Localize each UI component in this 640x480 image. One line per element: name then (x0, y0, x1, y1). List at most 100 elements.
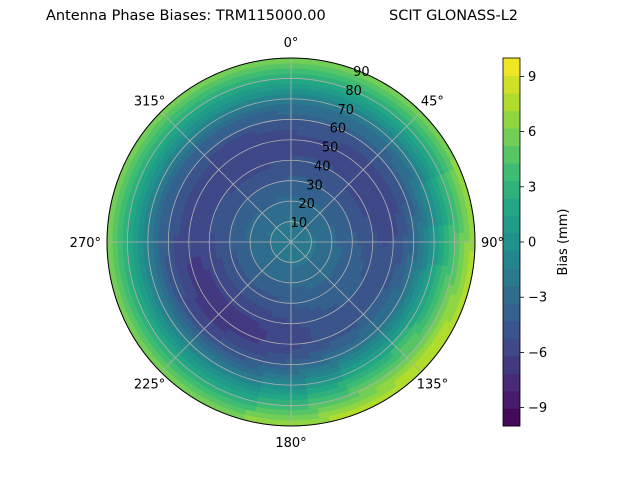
contour-cell (407, 228, 414, 237)
contour-cell (214, 245, 221, 251)
contour-cell (274, 389, 284, 396)
contour-cell (397, 235, 404, 243)
contour-cell (293, 302, 299, 309)
contour-cell (290, 88, 300, 95)
contour-cell (281, 73, 292, 79)
contour-cell (274, 394, 284, 401)
contour-cell (278, 348, 286, 355)
contour-cell (296, 124, 304, 131)
contour-cell (290, 124, 298, 131)
contour-cell (290, 364, 299, 371)
colorbar-band (503, 373, 520, 392)
contour-cell (290, 292, 295, 299)
contour-cell (286, 313, 292, 319)
contour-cell (290, 159, 296, 166)
contour-cell (362, 241, 368, 247)
contour-cell (290, 384, 300, 391)
contour-cell (299, 327, 306, 334)
contour-cell (282, 384, 292, 391)
colorbar-band (503, 110, 520, 129)
contour-cell (280, 144, 287, 151)
contour-cell (285, 144, 292, 151)
contour-cell (219, 237, 225, 243)
contour-cell (281, 149, 287, 156)
contour-cell (173, 235, 180, 243)
contour-cell (276, 150, 283, 157)
contour-cell (284, 119, 292, 125)
contour-cell (178, 235, 185, 243)
contour-cell (290, 379, 299, 386)
contour-cell (294, 312, 300, 319)
colorbar-band (503, 250, 520, 269)
contour-cell (357, 237, 363, 243)
contour-cell (351, 238, 358, 243)
contour-cell (290, 113, 299, 120)
contour-cell (284, 348, 292, 355)
contour-cell (157, 227, 165, 236)
contour-cell (285, 139, 292, 146)
contour-cell (290, 170, 296, 176)
contour-cell (281, 328, 287, 335)
contour-cell (162, 234, 169, 243)
contour-cell (132, 241, 139, 251)
contour-cell (224, 244, 231, 250)
contour-cell (283, 98, 292, 105)
contour-cell (132, 233, 139, 243)
contour-cell (208, 241, 215, 247)
chart-title-right: SCIT GLONASS-L2 (389, 8, 518, 24)
contour-cell (298, 394, 308, 401)
contour-cell (279, 139, 287, 146)
contour-cell (296, 129, 304, 136)
contour-cell (300, 332, 307, 339)
contour-cell (377, 232, 384, 238)
contour-cell (183, 236, 190, 243)
contour-cell (281, 67, 292, 74)
contour-cell (280, 333, 287, 340)
contour-cell (296, 134, 303, 141)
contour-cell (295, 333, 302, 340)
colorbar-tick-label: −9 (528, 401, 547, 416)
contour-cell (279, 343, 286, 350)
contour-cell (290, 410, 301, 417)
contour-cell (157, 248, 165, 257)
contour-cell (137, 225, 144, 235)
contour-cell (290, 62, 301, 69)
radial-tick-label: 60 (330, 122, 347, 137)
contour-cell (281, 57, 292, 64)
contour-cell (286, 318, 292, 325)
contour-cell (290, 405, 301, 411)
contour-cell (297, 368, 306, 376)
contour-cell (454, 232, 460, 243)
contour-cell (402, 247, 409, 255)
contour-cell (203, 241, 210, 247)
contour-cell (137, 241, 144, 251)
radial-tick-label: 70 (337, 103, 354, 118)
contour-cell (397, 229, 404, 237)
contour-cell (229, 241, 236, 246)
contour-cell (382, 241, 389, 248)
contour-cell (285, 149, 292, 156)
contour-cell (422, 248, 430, 257)
contour-cell (188, 236, 195, 243)
colorbar-tick-label: −6 (528, 346, 547, 361)
contour-cell (284, 129, 292, 136)
contour-cell (281, 410, 292, 417)
contour-cell (298, 83, 308, 90)
contour-cell (137, 249, 144, 259)
contour-cell (290, 318, 296, 325)
contour-cell (290, 103, 299, 110)
contour-cell (198, 236, 205, 243)
contour-cell (367, 237, 374, 243)
bias-contour-field (106, 57, 476, 427)
contour-cell (296, 353, 304, 360)
radial-tick-label: 40 (314, 159, 331, 174)
contour-cell (219, 241, 225, 247)
contour-cell (282, 88, 292, 95)
contour-cell (203, 245, 210, 252)
contour-cell (193, 241, 200, 248)
contour-cell (286, 170, 292, 176)
contour-cell (295, 328, 301, 335)
contour-cell (296, 358, 305, 365)
contour-cell (433, 241, 440, 251)
contour-cell (284, 124, 292, 131)
